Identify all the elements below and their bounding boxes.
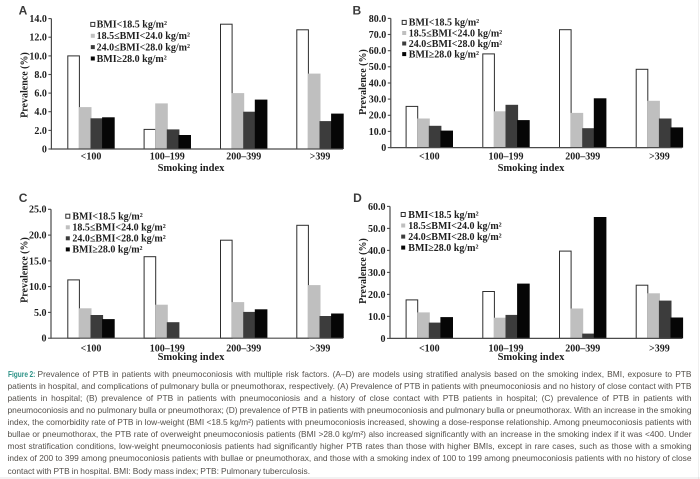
svg-text:60.0: 60.0	[368, 202, 386, 213]
svg-text:6.0: 6.0	[34, 89, 47, 100]
svg-text:Prevalence (%): Prevalence (%)	[358, 238, 369, 304]
svg-text:100–199: 100–199	[489, 152, 524, 163]
svg-text:Smoking index: Smoking index	[158, 352, 226, 363]
svg-text:80.0: 80.0	[369, 14, 387, 25]
svg-text:Prevalence (%): Prevalence (%)	[358, 49, 369, 115]
svg-text:D: D	[353, 191, 362, 205]
svg-text:25.0: 25.0	[29, 205, 47, 216]
svg-text:100–199: 100–199	[150, 343, 185, 354]
svg-text:60.0: 60.0	[369, 46, 387, 57]
svg-text:>399: >399	[310, 152, 331, 163]
svg-text:Prevalence (%): Prevalence (%)	[19, 237, 30, 303]
svg-text:Smoking index: Smoking index	[498, 163, 566, 174]
svg-text:Smoking index: Smoking index	[498, 352, 566, 363]
svg-text:200–399: 200–399	[565, 343, 600, 354]
svg-text:200–399: 200–399	[565, 152, 600, 163]
svg-text:Smoking index: Smoking index	[158, 163, 226, 174]
svg-text:24.0≤BMI<28.0 kg/m²: 24.0≤BMI<28.0 kg/m²	[408, 232, 501, 243]
svg-text:10.0: 10.0	[369, 127, 387, 138]
svg-text:A: A	[19, 4, 28, 18]
svg-text:BMI≥28.0 kg/m²: BMI≥28.0 kg/m²	[72, 245, 142, 256]
svg-text:BMI<18.5 kg/m²: BMI<18.5 kg/m²	[408, 210, 478, 221]
svg-text:40.0: 40.0	[369, 78, 387, 89]
svg-text:12.0: 12.0	[29, 33, 47, 44]
svg-text:<100: <100	[81, 152, 102, 163]
svg-text:<100: <100	[419, 152, 440, 163]
svg-text:14.0: 14.0	[29, 14, 47, 25]
svg-text:0: 0	[381, 143, 386, 154]
svg-text:30.0: 30.0	[368, 268, 386, 279]
svg-text:15.0: 15.0	[29, 256, 47, 267]
svg-text:0: 0	[381, 334, 386, 345]
svg-text:BMI<18.5 kg/m²: BMI<18.5 kg/m²	[409, 18, 479, 29]
svg-text:70.0: 70.0	[369, 30, 387, 41]
svg-text:BMI≥28.0 kg/m²: BMI≥28.0 kg/m²	[409, 49, 479, 60]
svg-text:18.5≤BMI<24.0 kg/m²: 18.5≤BMI<24.0 kg/m²	[97, 31, 190, 42]
svg-text:2.0: 2.0	[34, 126, 47, 137]
svg-text:20.0: 20.0	[29, 231, 47, 242]
svg-text:24.0≤BMI<28.0 kg/m²: 24.0≤BMI<28.0 kg/m²	[97, 42, 190, 53]
svg-text:Prevalence (%): Prevalence (%)	[19, 52, 30, 118]
svg-text:0: 0	[42, 334, 47, 345]
svg-text:>399: >399	[649, 152, 670, 163]
svg-text:BMI≥28.0 kg/m²: BMI≥28.0 kg/m²	[408, 243, 478, 254]
svg-text:<100: <100	[419, 343, 440, 354]
svg-text:10.0: 10.0	[29, 51, 47, 62]
svg-text:20.0: 20.0	[369, 111, 387, 122]
svg-text:50.0: 50.0	[369, 62, 387, 73]
svg-text:18.5≤BMI<24.0 kg/m²: 18.5≤BMI<24.0 kg/m²	[409, 28, 502, 39]
svg-text:10.0: 10.0	[368, 312, 386, 323]
svg-text:24.0≤BMI<28.0 kg/m²: 24.0≤BMI<28.0 kg/m²	[72, 234, 165, 245]
svg-text:8.0: 8.0	[34, 70, 47, 81]
svg-text:BMI<18.5 kg/m²: BMI<18.5 kg/m²	[72, 212, 142, 223]
svg-text:B: B	[352, 3, 361, 17]
svg-text:0: 0	[42, 144, 47, 155]
svg-text:40.0: 40.0	[368, 246, 386, 257]
svg-text:>399: >399	[310, 343, 331, 354]
svg-text:30.0: 30.0	[369, 95, 387, 106]
svg-text:10.0: 10.0	[29, 282, 47, 293]
svg-text:18.5≤BMI<24.0 kg/m²: 18.5≤BMI<24.0 kg/m²	[408, 221, 501, 232]
svg-text:C: C	[19, 191, 28, 205]
svg-text:200–399: 200–399	[226, 152, 261, 163]
svg-text:<100: <100	[81, 343, 102, 354]
svg-text:24.0≤BMI<28.0 kg/m²: 24.0≤BMI<28.0 kg/m²	[409, 39, 502, 50]
svg-text:20.0: 20.0	[368, 290, 386, 301]
svg-text:BMI≥28.0 kg/m²: BMI≥28.0 kg/m²	[97, 54, 167, 65]
svg-text:BMI<18.5 kg/m²: BMI<18.5 kg/m²	[97, 20, 167, 31]
svg-text:100–199: 100–199	[489, 343, 524, 354]
svg-text:5.0: 5.0	[34, 308, 47, 319]
svg-text:200–399: 200–399	[226, 343, 261, 354]
svg-text:>399: >399	[649, 343, 670, 354]
svg-text:100–199: 100–199	[150, 152, 185, 163]
svg-text:50.0: 50.0	[368, 224, 386, 235]
svg-text:18.5≤BMI<24.0 kg/m²: 18.5≤BMI<24.0 kg/m²	[72, 223, 165, 234]
svg-text:4.0: 4.0	[34, 107, 47, 118]
